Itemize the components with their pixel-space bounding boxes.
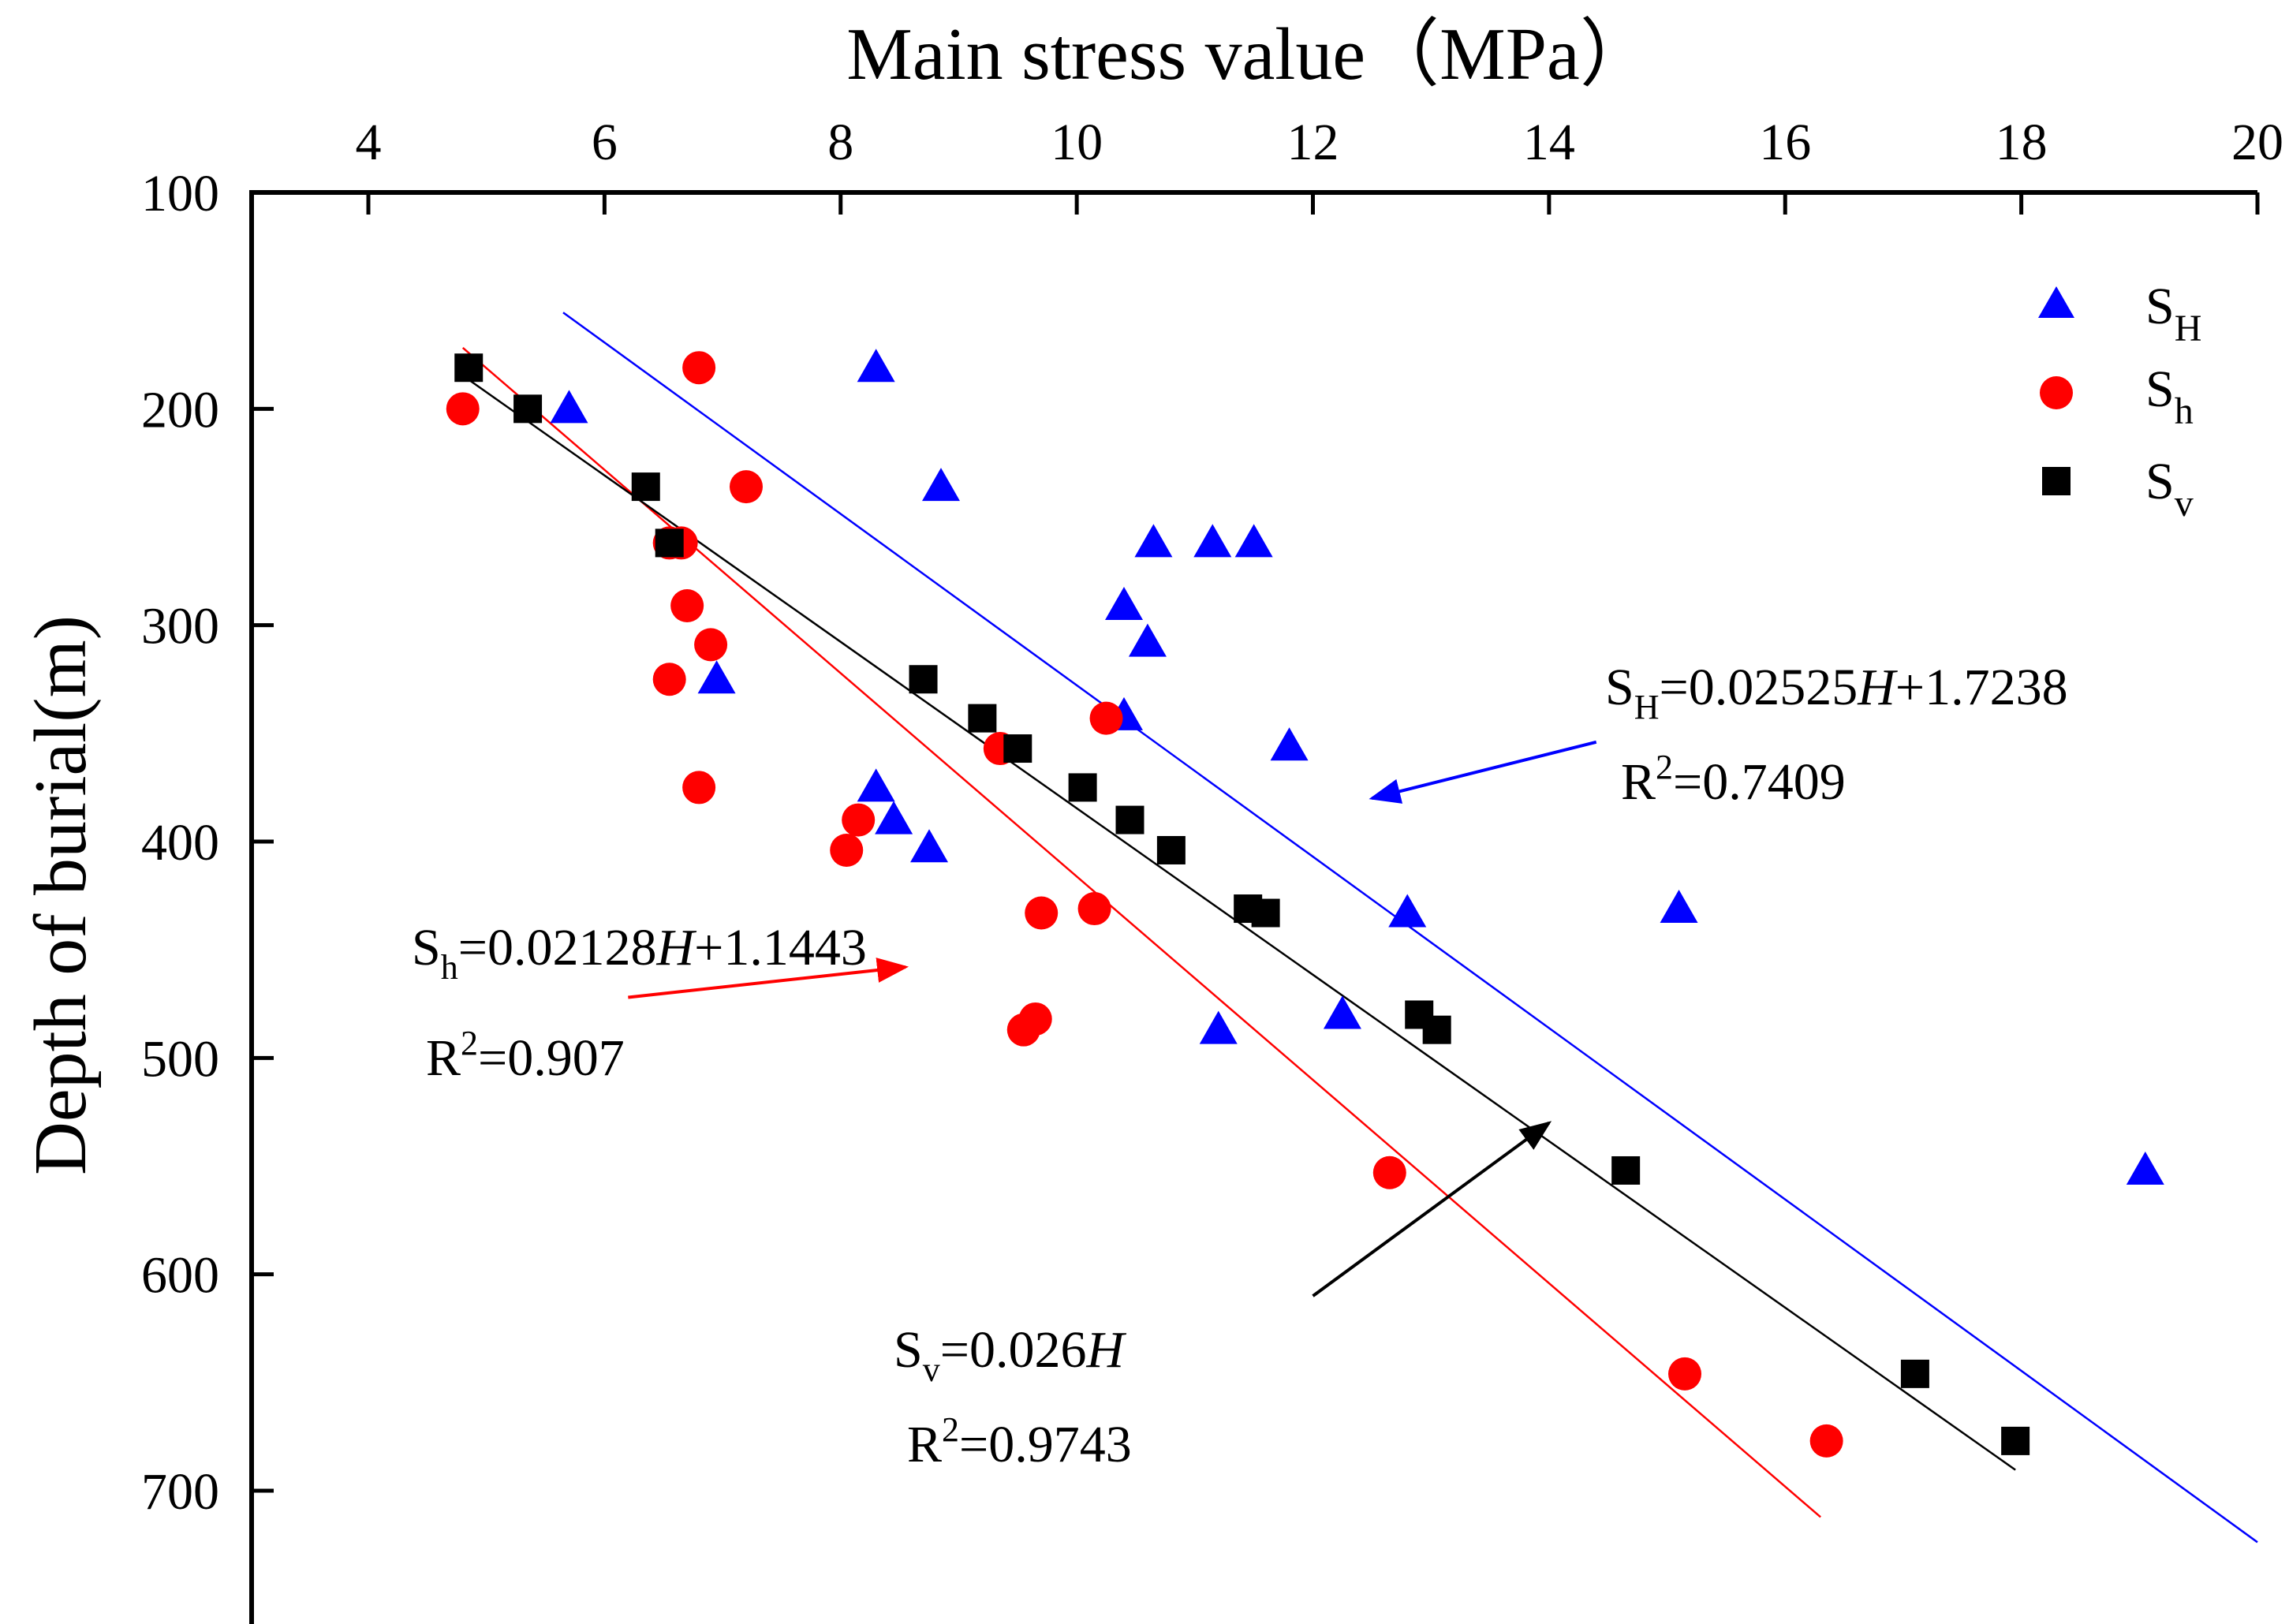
x-tick-label: 18 [1996, 114, 2048, 171]
x-ticks: 4 6 8 10 12 14 16 18 20 [356, 114, 2283, 215]
y-tick-label: 700 [141, 1463, 219, 1521]
point-Sh [1809, 1424, 1843, 1458]
point-Sv [1251, 898, 1280, 928]
x-tick-label: 6 [592, 114, 618, 171]
x-tick-label: 16 [1759, 114, 1811, 171]
x-tick-label: 20 [2231, 114, 2283, 171]
point-Sh [842, 803, 876, 837]
annotation-arrow-Sh [628, 958, 909, 999]
point-Sh [1089, 701, 1123, 735]
point-Sv [968, 704, 997, 733]
legend-marker-SH [2038, 286, 2074, 318]
point-Sh [1077, 892, 1111, 926]
y-ticks: 100 200 300 400 500 600 700 [141, 165, 274, 1521]
point-Sv [655, 528, 684, 558]
chart-title: Main stress value（MPa） [846, 13, 1653, 95]
annotation-arrow-Sv [1312, 1121, 1552, 1297]
x-tick-label: 4 [356, 114, 382, 171]
legend-marker-Sh [2040, 376, 2073, 409]
y-tick-label: 200 [141, 381, 219, 439]
point-Sh [682, 771, 716, 805]
point-SH [550, 390, 588, 424]
point-Sh [1006, 1013, 1040, 1047]
point-SH [697, 660, 736, 694]
point-Sv [513, 394, 543, 424]
x-tick-label: 10 [1051, 114, 1103, 171]
point-Sv [1068, 773, 1097, 802]
point-SH [1134, 524, 1173, 558]
annotation-arrow-SH [1369, 740, 1597, 804]
fit-line-SH [562, 312, 2258, 1544]
point-Sh [1668, 1357, 1702, 1391]
legend-marker-Sv [2042, 467, 2071, 495]
legend-label-Sv: Sv [2145, 453, 2194, 525]
point-SH [910, 829, 949, 863]
point-Sh [652, 663, 686, 696]
point-Sh [1025, 896, 1059, 930]
point-Sv [1900, 1359, 1929, 1388]
annotation-arrows [628, 740, 1597, 1297]
point-Sv [1003, 734, 1032, 763]
equation-Sh: Sh=0.02128H+1.1443 R2=0.907 [412, 919, 867, 1087]
point-SH [1323, 995, 1361, 1029]
y-tick-label: 400 [141, 814, 219, 872]
point-Sh [694, 628, 728, 662]
point-SH [1388, 894, 1427, 928]
point-Sh [670, 588, 704, 622]
r2-Sv-text: R2=0.9743 [907, 1410, 1132, 1473]
y-tick-label: 500 [141, 1030, 219, 1088]
y-axis-label: Depth of burial(m) [20, 615, 102, 1175]
y-tick-label: 100 [141, 165, 219, 222]
point-Sh [730, 470, 763, 504]
point-SH [1199, 1010, 1238, 1044]
point-Sh [682, 351, 716, 385]
point-SH [1105, 586, 1143, 620]
point-SH [857, 349, 895, 383]
equation-SH: SH=0.02525H+1.7238 R2=0.7409 [1605, 659, 2068, 811]
point-SH [1660, 890, 1698, 924]
point-Sv [2001, 1426, 2030, 1455]
point-Sv [1115, 805, 1144, 834]
r2-SH-text: R2=0.7409 [1621, 748, 1846, 811]
legend-label-SH: SH [2145, 278, 2201, 349]
point-SH [1270, 727, 1309, 761]
x-tick-label: 12 [1287, 114, 1339, 171]
point-SH [1234, 524, 1273, 558]
y-tick-label: 600 [141, 1247, 219, 1305]
point-Sv [1156, 835, 1186, 864]
data-points [446, 349, 2164, 1458]
equation-SH-text: SH=0.02525H+1.7238 [1605, 659, 2068, 726]
point-SH [1128, 623, 1167, 657]
point-Sh [446, 392, 480, 426]
point-Sv [909, 665, 938, 694]
equation-Sv: Sv=0.026H R2=0.9743 [894, 1321, 1132, 1473]
fit-line-Sv [468, 379, 2016, 1471]
equation-Sh-text: Sh=0.02128H+1.1443 [412, 919, 867, 987]
point-SH [875, 801, 913, 834]
point-SH [921, 468, 960, 502]
point-Sv [1422, 1015, 1451, 1044]
equation-Sv-text: Sv=0.026H [894, 1321, 1126, 1389]
point-Sv [454, 353, 484, 383]
legend-label-Sh: Sh [2145, 360, 2194, 432]
point-SH [857, 768, 895, 802]
x-tick-label: 8 [827, 114, 853, 171]
r2-Sh-text: R2=0.907 [426, 1024, 625, 1087]
point-Sv [1611, 1155, 1641, 1185]
point-Sh [830, 833, 864, 867]
legend: SH Sh Sv [2038, 278, 2201, 525]
point-SH [1193, 524, 1232, 558]
point-Sh [1372, 1155, 1406, 1189]
point-SH [2126, 1151, 2164, 1185]
x-tick-label: 14 [1523, 114, 1575, 171]
y-tick-label: 300 [141, 598, 219, 655]
point-Sv [631, 472, 660, 502]
axes [249, 190, 2257, 1624]
